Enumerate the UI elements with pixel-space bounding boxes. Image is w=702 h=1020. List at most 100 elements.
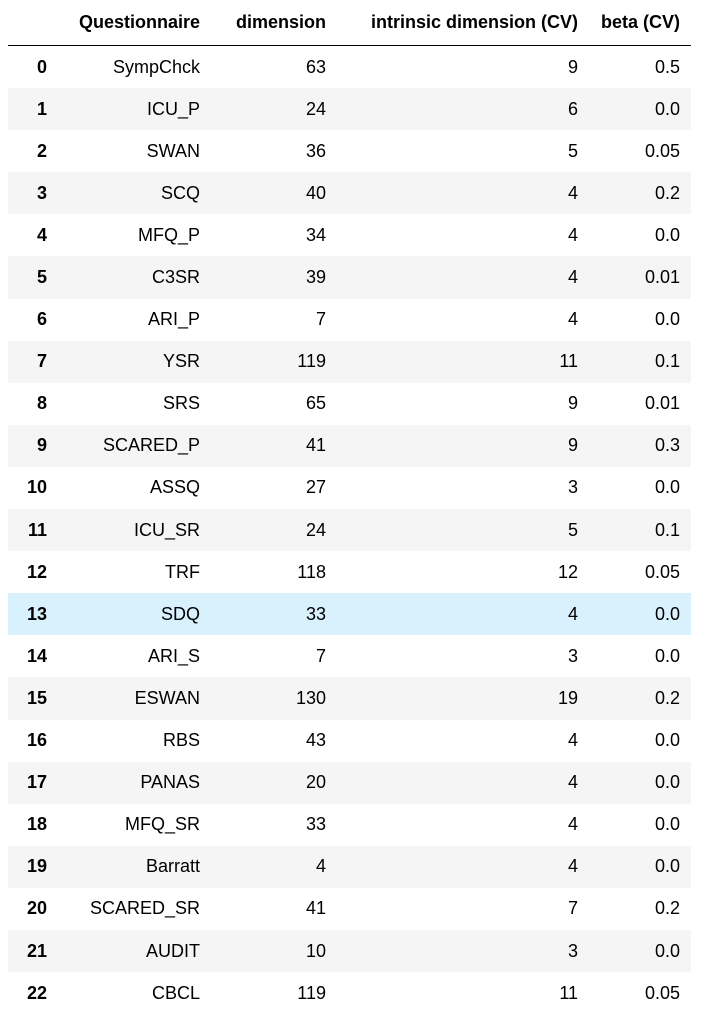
cell-dimension: 27 xyxy=(305,477,326,498)
cell-intrinsic-dimension: 4 xyxy=(567,309,578,330)
row-index: 18 xyxy=(26,814,47,835)
cell-dimension: 33 xyxy=(305,814,326,835)
table-row: 19 Barratt 4 4 0.0 xyxy=(8,845,691,888)
table-row: 8 SRS 65 9 0.01 xyxy=(8,383,691,425)
cell-beta: 0.0 xyxy=(654,730,680,751)
cell-dimension: 20 xyxy=(305,772,326,793)
row-index: 1 xyxy=(36,98,47,119)
cell-intrinsic-dimension: 3 xyxy=(567,645,578,666)
cell-intrinsic-dimension: 9 xyxy=(567,393,578,414)
cell-beta: 0.05 xyxy=(644,140,680,161)
cell-beta: 0.1 xyxy=(654,351,680,372)
cell-questionnaire: ICU_P xyxy=(146,98,200,119)
table-row: 9 SCARED_P 41 9 0.3 xyxy=(8,424,691,467)
cell-intrinsic-dimension: 9 xyxy=(567,56,578,77)
header-index xyxy=(8,0,58,46)
cell-questionnaire: SWAN xyxy=(146,140,200,161)
row-index: 10 xyxy=(26,477,47,498)
row-index: 19 xyxy=(26,856,47,877)
cell-beta: 0.0 xyxy=(654,856,680,877)
cell-intrinsic-dimension: 11 xyxy=(559,982,578,1003)
cell-intrinsic-dimension: 3 xyxy=(567,477,578,498)
cell-questionnaire: MFQ_SR xyxy=(124,814,200,835)
cell-beta: 0.0 xyxy=(654,603,680,624)
cell-intrinsic-dimension: 4 xyxy=(567,603,578,624)
row-index: 22 xyxy=(26,982,47,1003)
cell-intrinsic-dimension: 4 xyxy=(567,224,578,245)
row-index: 14 xyxy=(26,645,47,666)
cell-dimension: 40 xyxy=(305,182,326,203)
table-row: 17 PANAS 20 4 0.0 xyxy=(8,761,691,804)
cell-beta: 0.2 xyxy=(654,687,680,708)
cell-questionnaire: PANAS xyxy=(140,772,200,793)
cell-dimension: 119 xyxy=(297,351,326,372)
cell-questionnaire: ARI_P xyxy=(147,309,200,330)
cell-dimension: 130 xyxy=(295,687,326,708)
table-row: 4 MFQ_P 34 4 0.0 xyxy=(8,214,691,256)
row-index: 12 xyxy=(26,561,47,582)
cell-dimension: 39 xyxy=(305,267,326,288)
cell-intrinsic-dimension: 11 xyxy=(559,351,578,372)
row-index: 2 xyxy=(36,140,47,161)
cell-intrinsic-dimension: 9 xyxy=(567,435,578,456)
cell-questionnaire: SDQ xyxy=(160,603,200,624)
cell-beta: 0.0 xyxy=(654,940,680,961)
table-row: 6 ARI_P 7 4 0.0 xyxy=(8,299,691,341)
cell-questionnaire: Barratt xyxy=(145,856,200,877)
cell-beta: 0.0 xyxy=(654,645,680,666)
row-index: 3 xyxy=(36,182,47,203)
cell-beta: 0.3 xyxy=(654,435,680,456)
cell-beta: 0.2 xyxy=(654,898,680,919)
row-index: 16 xyxy=(26,730,47,751)
row-index: 11 xyxy=(27,519,47,540)
table-body: 0 SympChck 63 9 0.5 1 ICU_P 24 6 0.0 2 SWAN 36 5 0.05 3… xyxy=(8,46,691,1015)
row-index: 0 xyxy=(36,56,47,77)
cell-dimension: 7 xyxy=(315,309,326,330)
table-row: 7 YSR 119 11 0.1 xyxy=(8,340,691,383)
table-row: 5 C3SR 39 4 0.01 xyxy=(8,256,691,299)
row-index: 9 xyxy=(36,435,47,456)
cell-beta: 0.0 xyxy=(654,477,680,498)
cell-dimension: 41 xyxy=(305,898,326,919)
cell-beta: 0.05 xyxy=(644,982,680,1003)
cell-questionnaire: ICU_SR xyxy=(133,519,200,540)
cell-intrinsic-dimension: 4 xyxy=(567,730,578,751)
header-intrinsic-dimension: intrinsic dimension (CV) xyxy=(337,0,589,46)
cell-intrinsic-dimension: 3 xyxy=(567,940,578,961)
row-index: 17 xyxy=(26,772,47,793)
table-row: 12 TRF 118 12 0.05 xyxy=(8,551,691,593)
cell-dimension: 119 xyxy=(297,982,326,1003)
table-row: 10 ASSQ 27 3 0.0 xyxy=(8,467,691,509)
cell-questionnaire: AUDIT xyxy=(146,940,200,961)
cell-dimension: 7 xyxy=(315,645,326,666)
cell-beta: 0.0 xyxy=(654,309,680,330)
cell-questionnaire: RBS xyxy=(162,730,200,751)
cell-intrinsic-dimension: 4 xyxy=(567,182,578,203)
header-questionnaire: Questionnaire xyxy=(58,0,211,46)
header-dimension: dimension xyxy=(211,0,337,46)
table-row: 0 SympChck 63 9 0.5 xyxy=(8,46,691,89)
row-index: 8 xyxy=(36,393,47,414)
cell-questionnaire: ESWAN xyxy=(134,687,200,708)
cell-dimension: 65 xyxy=(305,393,326,414)
table-row: 15 ESWAN 130 19 0.2 xyxy=(8,677,691,720)
cell-intrinsic-dimension: 7 xyxy=(567,898,578,919)
cell-questionnaire: SCARED_SR xyxy=(89,898,200,919)
cell-beta: 0.0 xyxy=(654,98,680,119)
row-index: 15 xyxy=(26,687,47,708)
table-row: 21 AUDIT 10 3 0.0 xyxy=(8,929,691,973)
table-row: 18 MFQ_SR 33 4 0.0 xyxy=(8,804,691,846)
row-index: 21 xyxy=(26,940,47,961)
cell-questionnaire: YSR xyxy=(162,351,200,372)
cell-questionnaire: TRF xyxy=(165,561,200,582)
table-row: 3 SCQ 40 4 0.2 xyxy=(8,172,691,215)
cell-dimension: 24 xyxy=(305,519,326,540)
cell-dimension: 10 xyxy=(305,940,326,961)
cell-beta: 0.5 xyxy=(654,56,680,77)
row-index: 6 xyxy=(36,309,47,330)
cell-beta: 0.01 xyxy=(644,393,680,414)
table-row: 1 ICU_P 24 6 0.0 xyxy=(8,88,691,131)
cell-dimension: 24 xyxy=(305,98,326,119)
cell-beta: 0.05 xyxy=(644,561,680,582)
cell-dimension: 4 xyxy=(315,856,326,877)
